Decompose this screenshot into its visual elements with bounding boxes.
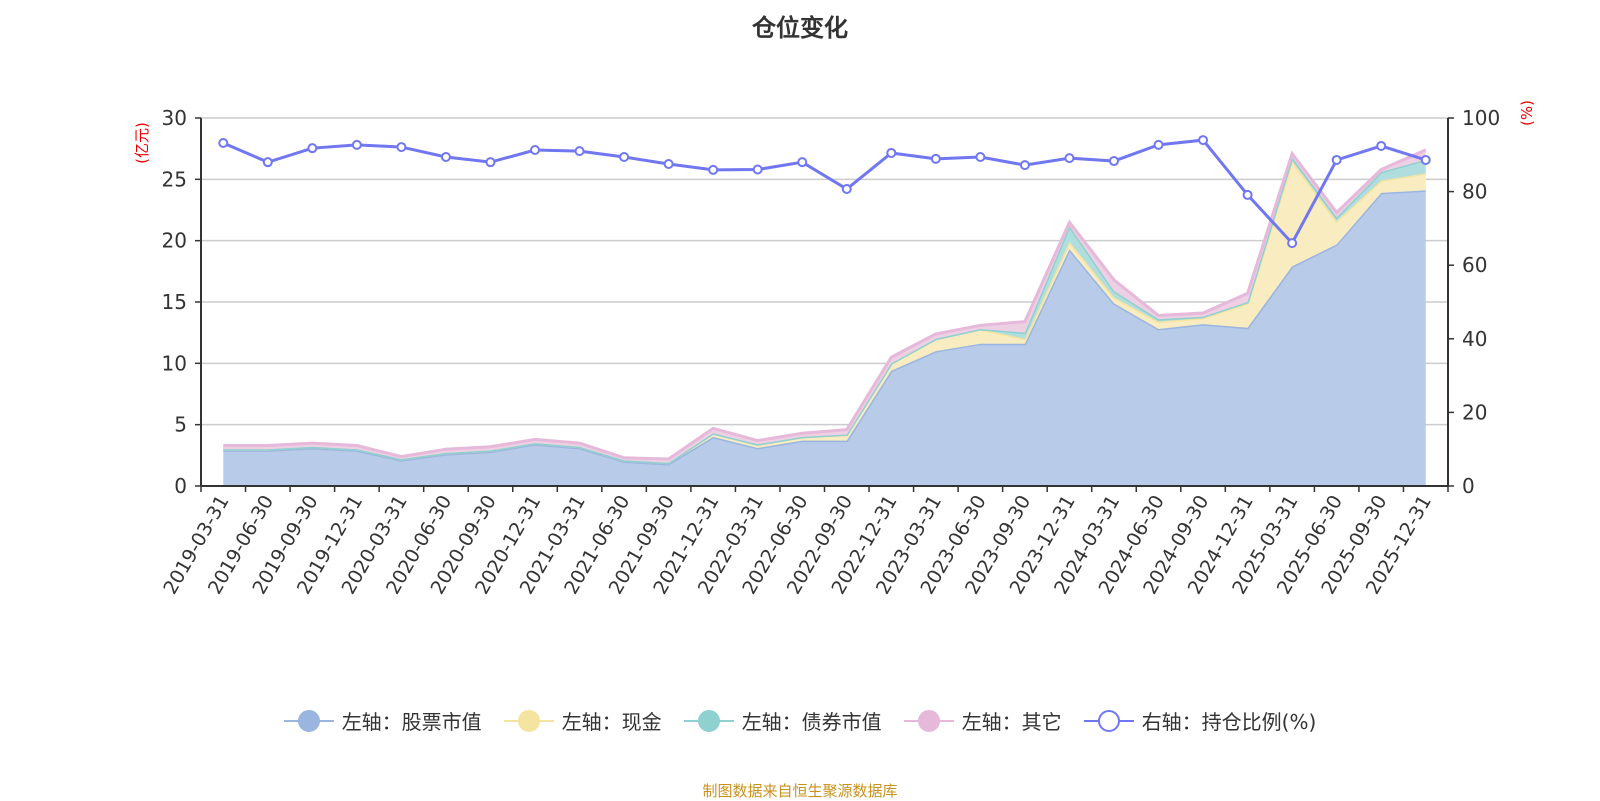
legend: 左轴：股票市值 左轴：现金 左轴：债券市值 左轴：其它 右轴：持仓比例(%) xyxy=(0,706,1600,735)
ratio-point xyxy=(797,157,808,168)
left-axis-tick-label: 5 xyxy=(174,413,187,437)
right-axis-tick-label: 0 xyxy=(1462,474,1475,498)
legend-marker-icon xyxy=(903,709,954,732)
ratio-point xyxy=(619,152,630,163)
footer-source: 制图数据来自恒生聚源数据库 xyxy=(702,782,898,800)
legend-item[interactable]: 左轴：其它 xyxy=(903,706,1062,735)
right-axis-tick-label: 80 xyxy=(1462,180,1487,204)
legend-marker-icon xyxy=(503,709,554,732)
ratio-point xyxy=(396,142,407,153)
legend-label: 左轴：股票市值 xyxy=(341,710,482,734)
ratio-point xyxy=(663,159,674,169)
legend-item[interactable]: 左轴：债券市值 xyxy=(683,706,882,735)
ratio-point xyxy=(1420,154,1431,165)
ratio-point xyxy=(1153,139,1164,150)
ratio-point xyxy=(218,138,229,149)
ratio-point xyxy=(1198,135,1209,146)
left-axis-tick-label: 15 xyxy=(162,290,187,314)
ratio-point xyxy=(975,152,986,163)
right-axis-tick-label: 20 xyxy=(1462,400,1487,424)
ratio-point xyxy=(574,146,585,157)
left-axis-label: (亿元) xyxy=(133,122,151,164)
ratio-point xyxy=(307,143,318,154)
ratio-line xyxy=(222,138,1427,246)
ratio-point xyxy=(1019,160,1030,171)
left-axis-tick-label: 25 xyxy=(162,167,187,191)
right-axis-tick-label: 40 xyxy=(1462,327,1487,351)
left-axis-tick-label: 10 xyxy=(162,351,187,375)
ratio-point xyxy=(752,164,763,175)
right-axis-label: (%) xyxy=(1518,100,1536,126)
ratio-point xyxy=(440,152,451,163)
left-axis-tick-label: 30 xyxy=(162,106,187,130)
ratio-point xyxy=(351,139,362,150)
chart-svg: 051015202530020406080100(亿元)(%)2019-03-3… xyxy=(133,100,1536,598)
ratio-point xyxy=(1108,156,1119,167)
ratio-point xyxy=(930,153,941,164)
right-axis-tick-label: 60 xyxy=(1462,253,1487,277)
ratio-point xyxy=(1287,238,1298,249)
legend-label: 左轴：债券市值 xyxy=(741,710,882,734)
legend-label: 右轴：持仓比例(%) xyxy=(1141,710,1317,734)
ratio-point xyxy=(1242,189,1253,200)
ratio-point xyxy=(485,157,496,168)
ratio-point xyxy=(841,184,852,195)
ratio-point xyxy=(886,147,897,158)
legend-item[interactable]: 右轴：持仓比例(%) xyxy=(1083,706,1317,735)
legend-label: 左轴：其它 xyxy=(961,710,1062,734)
ratio-point xyxy=(1376,140,1387,151)
area-左轴：股票市值 xyxy=(223,190,1426,486)
ratio-point xyxy=(708,164,719,175)
chart-title: 仓位变化 xyxy=(752,14,848,42)
legend-label: 左轴：现金 xyxy=(561,710,662,734)
right-axis-tick-label: 100 xyxy=(1462,106,1500,130)
legend-marker-icon xyxy=(683,709,734,732)
ratio-point xyxy=(530,145,541,156)
area-line-左轴：其它 xyxy=(223,148,1427,461)
legend-marker-icon xyxy=(283,709,334,732)
ratio-point xyxy=(1064,153,1075,164)
legend-marker-icon xyxy=(1083,709,1134,732)
legend-item[interactable]: 左轴：股票市值 xyxy=(283,706,482,735)
area-左轴：现金 xyxy=(223,160,1426,464)
ratio-point xyxy=(1331,154,1342,165)
left-axis-tick-label: 20 xyxy=(162,229,187,253)
ratio-point xyxy=(262,157,273,168)
left-axis-tick-label: 0 xyxy=(174,474,187,498)
legend-item[interactable]: 左轴：现金 xyxy=(503,706,662,735)
